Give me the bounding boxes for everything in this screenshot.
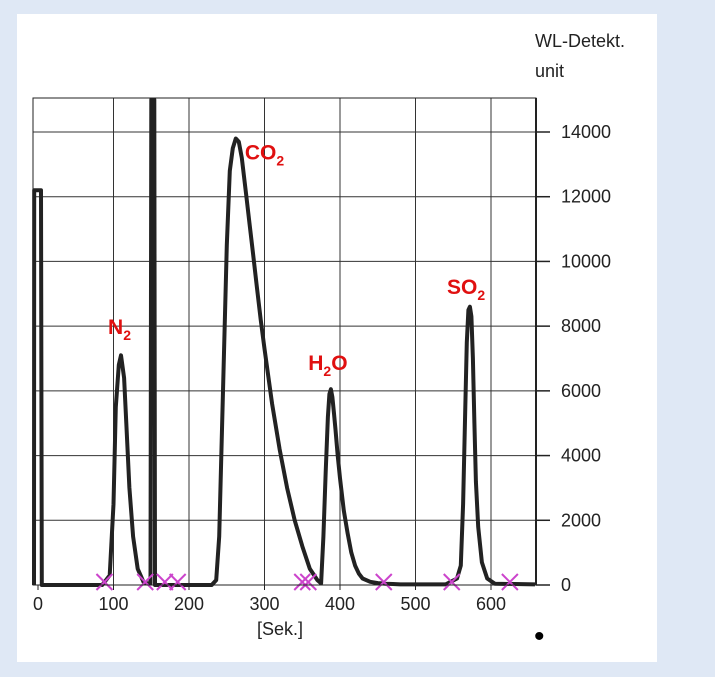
x-tick-label: 400 xyxy=(325,594,355,614)
integration-markers xyxy=(95,573,519,591)
y-axis-title-line2: unit xyxy=(535,61,564,81)
integration-marker xyxy=(375,573,393,591)
integration-marker xyxy=(136,573,154,591)
series-layer xyxy=(32,97,536,587)
integration-marker xyxy=(443,573,461,591)
y-tick-label: 6000 xyxy=(561,381,601,401)
chart-card: 0 100 200 300 400 500 600 0 2000 4000 6000 8000 100… xyxy=(17,14,657,662)
y-tick-label: 4000 xyxy=(561,446,601,466)
x-axis-ticks: 0 100 200 300 400 500 600 xyxy=(33,585,506,614)
y-tick-label: 8000 xyxy=(561,316,601,336)
series-line xyxy=(32,97,536,587)
x-axis-title: [Sek.] xyxy=(257,619,303,639)
peak-label: SO2 xyxy=(447,276,485,303)
x-tick-label: 300 xyxy=(249,594,279,614)
chart-svg: 0 100 200 300 400 500 600 0 2000 4000 6000 8000 100… xyxy=(32,31,625,653)
y-tick-label: 2000 xyxy=(561,510,601,530)
integration-marker xyxy=(299,573,317,591)
integration-marker xyxy=(168,573,187,591)
x-tick-label: 100 xyxy=(98,594,128,614)
y-tick-label: 10000 xyxy=(561,251,611,271)
y-tick-label: 0 xyxy=(561,575,571,595)
integration-marker xyxy=(156,573,174,591)
peak-labels: N2 CO2 H2O SO2 xyxy=(108,142,485,379)
bullet-mark: • xyxy=(534,620,545,653)
integration-marker xyxy=(95,573,114,591)
integration-marker xyxy=(293,573,311,591)
grid-lines xyxy=(33,98,536,585)
x-tick-label: 600 xyxy=(476,594,506,614)
peak-label: H2O xyxy=(308,352,347,379)
y-tick-label: 14000 xyxy=(561,122,611,142)
y-axis-ticks: 0 2000 4000 6000 8000 10000 12000 14000 xyxy=(536,122,611,595)
x-tick-label: 200 xyxy=(174,594,204,614)
peak-label: CO2 xyxy=(245,142,285,169)
y-tick-label: 12000 xyxy=(561,187,611,207)
integration-marker xyxy=(501,573,519,591)
x-tick-label: 500 xyxy=(400,594,430,614)
peak-label: N2 xyxy=(108,316,131,343)
y-axis-title-line1: WL-Detekt. xyxy=(535,31,625,51)
plot-area-background xyxy=(33,98,536,585)
x-tick-label: 0 xyxy=(33,594,43,614)
